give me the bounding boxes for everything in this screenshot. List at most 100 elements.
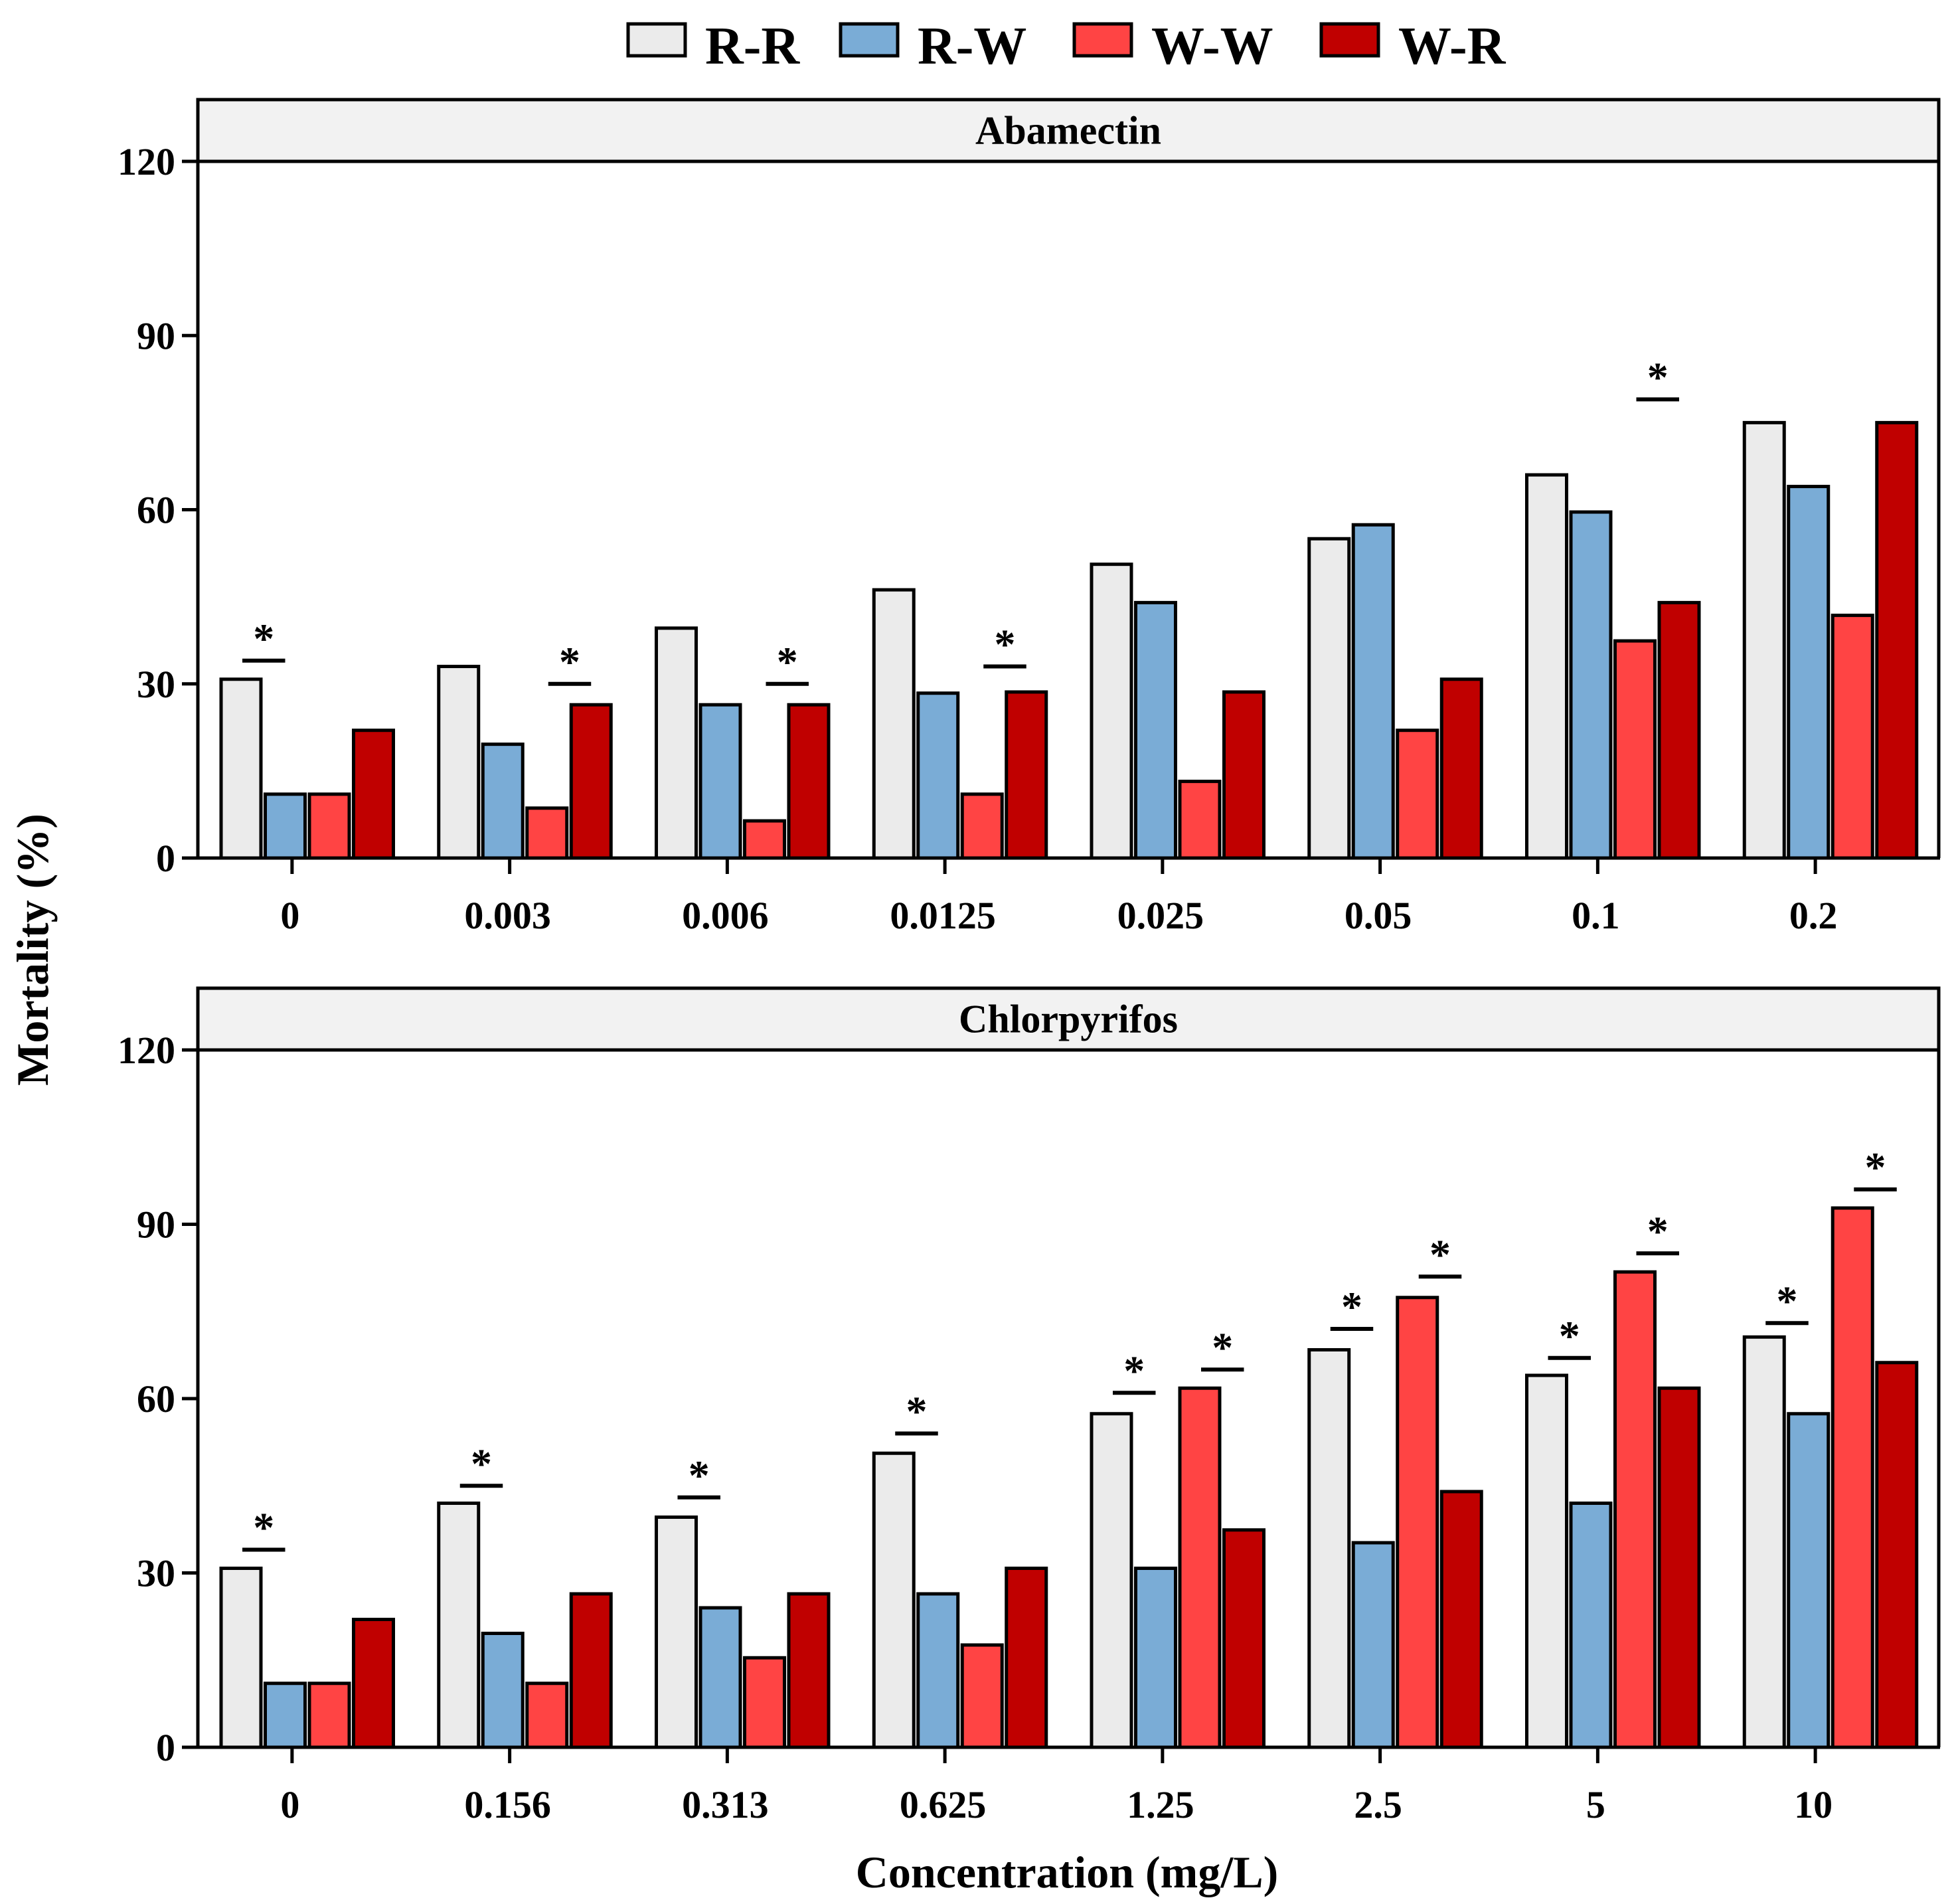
bar-w-w-0	[307, 792, 351, 860]
x-tick-label: 1.25	[1127, 1783, 1194, 1826]
x-tick-label: 10	[1794, 1783, 1833, 1826]
significance-star: *	[253, 615, 274, 662]
legend-label-r-r: R-R	[705, 17, 800, 76]
bar-w-r-7	[1875, 1361, 1919, 1749]
bar-r-w-4	[1134, 600, 1177, 860]
bar-r-r-7	[1742, 1335, 1786, 1749]
bar-r-r-6	[1525, 473, 1568, 860]
y-tick-label: 60	[137, 489, 175, 532]
bar-r-r-6	[1525, 1373, 1568, 1749]
bar-r-w-6	[1569, 1502, 1613, 1749]
bar-r-r-2	[655, 1515, 698, 1749]
legend: R-R R-W W-W W-R	[626, 17, 1507, 76]
bar-r-r-1	[437, 665, 481, 860]
bar-r-w-1	[481, 742, 525, 860]
bar-r-w-3	[916, 691, 960, 860]
bar-w-r-5	[1439, 677, 1483, 860]
panel-title: Abamectin	[975, 109, 1161, 153]
y-tick-label: 0	[156, 837, 175, 880]
panel-abamectin: Abamectin 0 30 60 90 120 0 0.003 0.006 0.0125 0.02…	[118, 98, 1941, 937]
bar-w-w-3	[960, 792, 1004, 860]
bar-w-r-5	[1439, 1490, 1483, 1749]
significance-star: *	[995, 621, 1016, 668]
significance-star: *	[906, 1388, 928, 1435]
bar-w-w-6	[1613, 1270, 1657, 1749]
significance-star: *	[1123, 1347, 1145, 1394]
bar-r-r-5	[1307, 537, 1351, 860]
bar-r-w-5	[1351, 523, 1395, 860]
y-tick-label: 120	[118, 1029, 175, 1072]
y-tick-label: 30	[137, 663, 175, 706]
bar-r-w-1	[481, 1632, 525, 1749]
x-tick-label: 0.006	[682, 894, 769, 937]
panel-chlorpyrifos: Chlorpyrifos 0 30 60 90 120 0 0.156 0.313 0.625 1.…	[118, 986, 1941, 1826]
bar-w-r-0	[352, 1618, 395, 1749]
significance-star: *	[1865, 1144, 1886, 1191]
bar-r-w-2	[698, 1606, 742, 1749]
bar-w-w-1	[525, 806, 569, 860]
x-tick-label: 2.5	[1354, 1783, 1402, 1826]
significance-star: *	[1341, 1283, 1362, 1330]
bar-r-w-4	[1134, 1567, 1177, 1749]
bar-w-w-4	[1178, 1386, 1222, 1749]
bar-w-r-6	[1657, 1386, 1701, 1749]
bar-r-r-1	[437, 1502, 481, 1749]
y-tick-label: 90	[137, 314, 175, 357]
bar-r-r-2	[655, 626, 698, 860]
significance-star: *	[1777, 1277, 1798, 1324]
bar-w-r-3	[1005, 690, 1048, 860]
significance-star: *	[471, 1440, 492, 1487]
bar-w-w-0	[307, 1682, 351, 1749]
bar-r-r-4	[1090, 1412, 1133, 1749]
bar-w-r-2	[787, 703, 831, 860]
significance-star: *	[559, 638, 580, 685]
y-tick-label: 0	[156, 1726, 175, 1769]
bar-r-w-6	[1569, 510, 1613, 860]
bar-r-r-7	[1742, 420, 1786, 860]
significance-star: *	[689, 1452, 710, 1499]
bar-r-w-5	[1351, 1541, 1395, 1749]
bar-r-r-0	[219, 677, 263, 860]
significance-star: *	[777, 638, 798, 685]
bar-r-w-0	[264, 792, 307, 860]
bar-w-r-7	[1875, 420, 1919, 860]
bar-r-r-4	[1090, 563, 1133, 860]
legend-label-r-w: R-W	[918, 17, 1026, 76]
bar-r-r-3	[872, 1451, 916, 1749]
bar-w-w-5	[1396, 729, 1439, 860]
x-tick-label: 0.0125	[890, 894, 996, 937]
bar-w-r-3	[1005, 1567, 1048, 1749]
legend-swatch-w-w	[1072, 22, 1133, 58]
bar-w-w-4	[1178, 780, 1222, 860]
bar-w-r-1	[569, 1592, 613, 1749]
bar-w-w-5	[1396, 1296, 1439, 1749]
bar-r-w-2	[698, 703, 742, 860]
bar-r-w-7	[1787, 1412, 1831, 1749]
y-tick-label: 30	[137, 1552, 175, 1595]
bar-w-w-1	[525, 1682, 569, 1749]
x-tick-label: 0.313	[682, 1783, 769, 1826]
bar-r-w-7	[1787, 485, 1831, 860]
legend-swatch-w-r	[1319, 22, 1380, 58]
significance-star: *	[1429, 1231, 1451, 1278]
bar-w-r-4	[1222, 690, 1265, 860]
bar-w-r-6	[1657, 600, 1701, 860]
x-tick-label: 0.05	[1345, 894, 1412, 937]
bar-w-w-2	[743, 819, 786, 860]
legend-swatch-r-w	[839, 22, 900, 58]
y-tick-label: 60	[137, 1377, 175, 1421]
x-tick-label: 0	[280, 894, 299, 937]
bar-w-r-1	[569, 703, 613, 860]
x-tick-label: 0.2	[1789, 894, 1838, 937]
x-tick-label: 5	[1586, 1783, 1605, 1826]
legend-label-w-r: W-R	[1398, 17, 1507, 76]
y-tick-label: 90	[137, 1203, 175, 1247]
x-axis-title: Concentration (mg/L)	[856, 1847, 1278, 1897]
significance-star: *	[1559, 1312, 1580, 1359]
significance-star: *	[1647, 1207, 1669, 1255]
bar-w-r-0	[352, 729, 395, 860]
panel-title: Chlorpyrifos	[959, 997, 1178, 1041]
x-tick-label: 0.156	[464, 1783, 551, 1826]
x-tick-label: 0	[280, 1783, 299, 1826]
